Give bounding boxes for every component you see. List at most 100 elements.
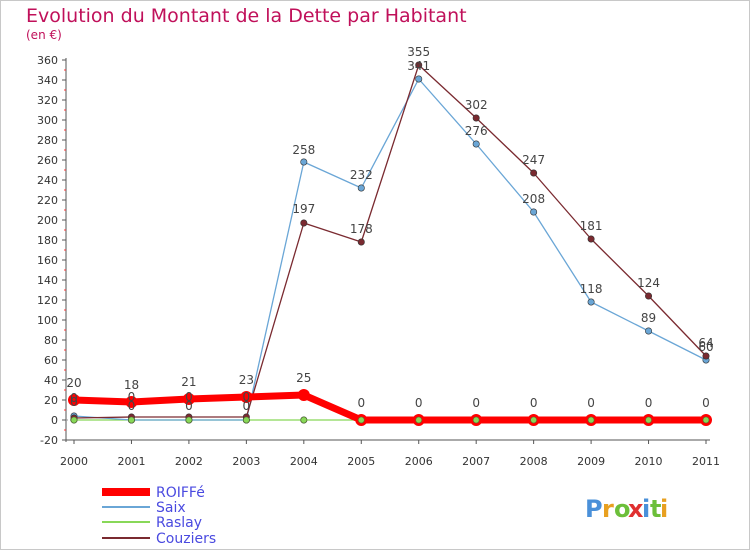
data-point-raslay-overlay — [300, 416, 308, 424]
data-label-roiff-: 0 — [357, 396, 365, 410]
data-point-saix — [530, 208, 538, 216]
data-label-couziers: 64 — [698, 336, 713, 350]
y-tick-label: 220 — [37, 194, 58, 207]
data-point-couziers — [472, 114, 480, 122]
x-tick-label: 2001 — [117, 455, 145, 468]
data-label-couziers: 0 — [70, 391, 78, 405]
data-point-couziers — [300, 219, 308, 227]
data-label-saix: 341 — [407, 59, 430, 73]
series-line-roiff- — [70, 391, 710, 424]
y-tick-label: 260 — [37, 154, 58, 167]
data-point-raslay-overlay — [243, 416, 250, 424]
data-label-roiff-: 0 — [415, 396, 423, 410]
logo-letter: x — [628, 495, 644, 523]
x-tick-label: 2011 — [692, 455, 720, 468]
y-tick-label: 160 — [37, 254, 58, 267]
y-tick-label: 240 — [37, 174, 58, 187]
data-point-saix — [587, 298, 595, 306]
data-label-saix: 60 — [698, 340, 713, 354]
y-tick-label: 60 — [44, 354, 58, 367]
y-tick-label: 280 — [37, 134, 58, 147]
y-tick-label: -20 — [40, 434, 58, 447]
data-point-saix — [300, 158, 308, 166]
data-label-roiff-: 23 — [239, 373, 254, 387]
logo-letter: t — [650, 495, 661, 523]
legend-label-roiff-: ROIFFé — [156, 485, 205, 501]
data-point-raslay-overlay — [357, 416, 365, 424]
x-tick-label: 2003 — [232, 455, 260, 468]
data-label-saix: 258 — [292, 143, 315, 157]
data-point-raslay-overlay — [587, 416, 595, 424]
data-label-saix: 0 — [185, 399, 193, 413]
data-label-saix: 208 — [522, 192, 545, 206]
chart-title: Evolution du Montant de la Dette par Hab… — [26, 5, 467, 27]
data-point-roiff- — [182, 393, 195, 405]
data-point-saix — [645, 327, 653, 335]
data-label-roiff-: 0 — [645, 396, 653, 410]
data-point-raslay-overlay — [645, 416, 652, 424]
x-tick-label: 2009 — [577, 455, 605, 468]
data-point-roiff- — [240, 391, 253, 403]
x-tick-label: 2006 — [405, 455, 433, 468]
series-line-saix — [73, 78, 707, 421]
x-tick-label: 2008 — [520, 455, 548, 468]
y-tick-label: 360 — [37, 54, 58, 67]
y-tick-label: 100 — [37, 314, 58, 327]
data-label-saix: 89 — [641, 311, 656, 325]
legend-label-raslay: Raslay — [156, 515, 202, 531]
data-point-saix — [357, 184, 365, 192]
data-label-couziers: 0 — [243, 390, 251, 404]
data-label-roiff-: 0 — [472, 396, 480, 410]
legend-label-saix: Saix — [156, 500, 186, 516]
data-label-roiff-: 0 — [587, 396, 595, 410]
series-layer: 20 18 21 23 250 0 0 0 0 0 00 0 0 02582323412762081188… — [66, 45, 714, 426]
data-label-saix: 0 — [70, 395, 78, 409]
axes: -200204060801001201401601802002202402602… — [37, 54, 720, 468]
data-point-raslay-overlay — [415, 416, 423, 424]
data-label-couziers: 355 — [407, 45, 430, 59]
data-point-couziers — [587, 235, 595, 243]
data-point-couziers — [645, 292, 653, 300]
data-point-raslay-overlay — [70, 416, 78, 424]
data-label-couziers: 124 — [637, 276, 660, 290]
y-tick-label: 140 — [37, 274, 58, 287]
data-label-saix: 276 — [465, 124, 488, 138]
data-label-couziers: 247 — [522, 153, 545, 167]
data-label-roiff-: 0 — [702, 396, 710, 410]
data-point-raslay-overlay — [530, 416, 537, 424]
x-tick-label: 2002 — [175, 455, 203, 468]
y-tick-label: 180 — [37, 234, 58, 247]
data-label-roiff-: 20 — [66, 376, 81, 390]
y-tick-label: 80 — [44, 334, 58, 347]
data-label-roiff-: 0 — [530, 396, 538, 410]
x-tick-label: 2004 — [290, 455, 318, 468]
x-tick-label: 2005 — [347, 455, 375, 468]
data-label-saix: 0 — [243, 399, 251, 413]
chart-subtitle: (en €) — [26, 28, 62, 42]
data-label-couziers: 302 — [465, 98, 488, 112]
logo-letter: i — [642, 495, 650, 523]
series-line-couziers — [73, 64, 707, 419]
y-tick-label: 300 — [37, 114, 58, 127]
data-point-couziers — [415, 61, 423, 69]
data-label-couziers: 178 — [350, 222, 373, 236]
logo-letter: r — [602, 495, 614, 523]
data-point-saix — [415, 75, 423, 83]
data-point-raslay-overlay — [702, 416, 710, 424]
data-label-saix: 0 — [128, 399, 136, 413]
legend-label-couziers: Couziers — [156, 531, 216, 547]
data-label-saix: 232 — [350, 168, 373, 182]
data-point-raslay-overlay — [185, 416, 193, 424]
data-point-couziers — [702, 352, 710, 360]
data-label-couziers: 181 — [580, 219, 603, 233]
data-point-roiff- — [68, 394, 80, 406]
logo-letter: P — [585, 495, 603, 523]
data-point-raslay-overlay — [128, 416, 135, 424]
y-tick-label: 200 — [37, 214, 58, 227]
x-tick-label: 2010 — [635, 455, 663, 468]
